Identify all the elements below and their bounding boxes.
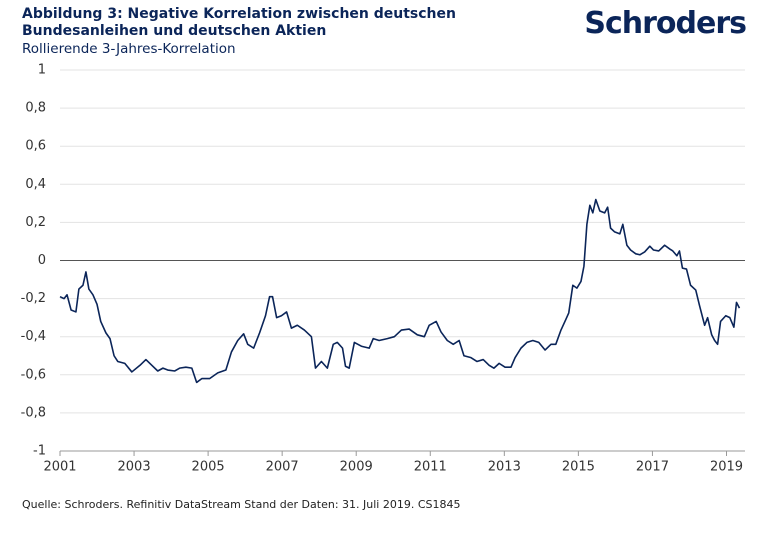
x-tick-label: 2015 (562, 460, 595, 475)
y-tick-label: 0,8 (25, 101, 46, 116)
x-tick-label: 2011 (414, 460, 447, 475)
y-tick-label: -0,6 (21, 367, 46, 382)
x-tick-label: 2013 (488, 460, 521, 475)
y-tick-label: -0,2 (21, 291, 46, 306)
y-tick-label: 0,6 (25, 139, 46, 154)
x-tick-label: 2003 (118, 460, 151, 475)
y-tick-label: 0,4 (25, 177, 46, 192)
chart-title: Abbildung 3: Negative Korrelation zwisch… (22, 6, 456, 39)
x-tick-label: 2009 (340, 460, 373, 475)
y-tick-label: -1 (33, 444, 46, 459)
y-tick-label: 0,2 (25, 215, 46, 230)
y-tick-label: 0 (38, 253, 46, 268)
source-note: Quelle: Schroders. Refinitiv DataStream … (22, 498, 461, 511)
x-tick-label: 2001 (43, 460, 76, 475)
chart: -1 -0,8 -0,6 -0,4 -0,2 0 0,2 0,4 0,6 0,8 1 2001 2003… (21, 63, 745, 475)
y-tick-label: -0,4 (21, 329, 46, 344)
x-tick-label: 2017 (636, 460, 669, 475)
brand-logo: Schroders (584, 6, 747, 41)
chart-subtitle: Rollierende 3-Jahres-Korrelation (22, 41, 236, 57)
y-tick-label: 1 (38, 63, 46, 78)
x-tick-label: 2007 (266, 460, 299, 475)
y-tick-label: -0,8 (21, 405, 46, 420)
x-tick-label: 2019 (710, 460, 743, 475)
x-tick-label: 2005 (192, 460, 225, 475)
data-line (59, 198, 741, 384)
